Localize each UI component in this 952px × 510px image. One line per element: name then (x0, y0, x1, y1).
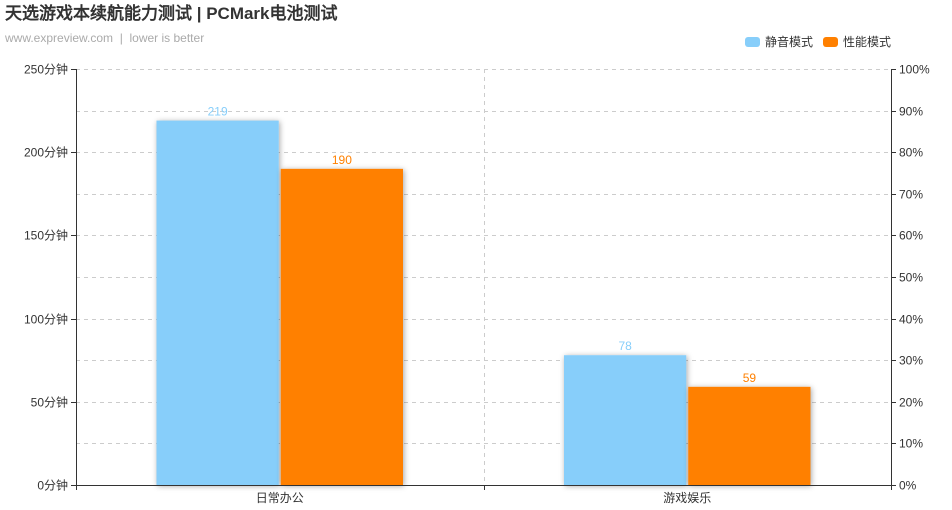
bar-value-label: 59 (743, 371, 757, 385)
legend-swatch-quiet-mode (744, 37, 760, 47)
axes (71, 69, 896, 490)
y2-axis-tick-label: 100% (899, 63, 930, 77)
bar (156, 120, 279, 486)
y-axis-tick-label: 200分钟 (24, 145, 68, 160)
bar-value-label: 190 (332, 153, 352, 167)
legend-label-performance-mode: 性能模式 (842, 35, 891, 49)
y2-axis-tick-label: 30% (899, 354, 923, 368)
y2-axis-tick-label: 90% (899, 105, 923, 119)
bar (564, 355, 687, 485)
bar-value-label: 219 (208, 105, 228, 119)
bars (156, 120, 811, 486)
legend-label-quiet-mode: 静音模式 (764, 35, 813, 49)
legend-swatch-performance-mode (822, 37, 838, 47)
gridlines (76, 69, 891, 485)
y2-axis-tick-label: 10% (899, 437, 923, 451)
y2-axis-tick-label: 50% (899, 271, 923, 285)
chart-subtitle: www.expreview.com | lower is better (5, 31, 205, 45)
labels: 219 190 日常办公 78 59 游戏娱乐 0分钟 50分钟 100分钟 150分钟 200分钟… (24, 62, 930, 506)
chart-title: 天选游戏本续航能力测试 | PCMark电池测试 (5, 4, 338, 23)
y2-axis-tick-label: 40% (899, 313, 923, 327)
legend-item-quiet-mode: 静音模式 (744, 34, 813, 50)
legend-item-performance-mode: 性能模式 (822, 34, 891, 50)
x-axis-category-label: 日常办公 (256, 490, 304, 505)
y-axis-tick-label: 150分钟 (24, 228, 68, 243)
y2-axis-tick-label: 70% (899, 188, 923, 202)
y2-axis-tick-label: 0% (899, 479, 917, 493)
y2-axis-tick-label: 20% (899, 396, 923, 410)
bar-value-label: 78 (618, 339, 632, 353)
y-axis-tick-label: 100分钟 (24, 312, 68, 327)
legend: 静音模式 性能模式 (735, 34, 891, 50)
bar (688, 386, 811, 485)
y2-axis-tick-label: 80% (899, 146, 923, 160)
y-axis-tick-label: 50分钟 (31, 395, 68, 410)
bar (280, 168, 403, 485)
x-axis-category-label: 游戏娱乐 (663, 491, 711, 505)
y2-axis-tick-label: 60% (899, 229, 923, 243)
y-axis-tick-label: 250分钟 (24, 62, 68, 77)
y-axis-tick-label: 0分钟 (37, 478, 68, 493)
